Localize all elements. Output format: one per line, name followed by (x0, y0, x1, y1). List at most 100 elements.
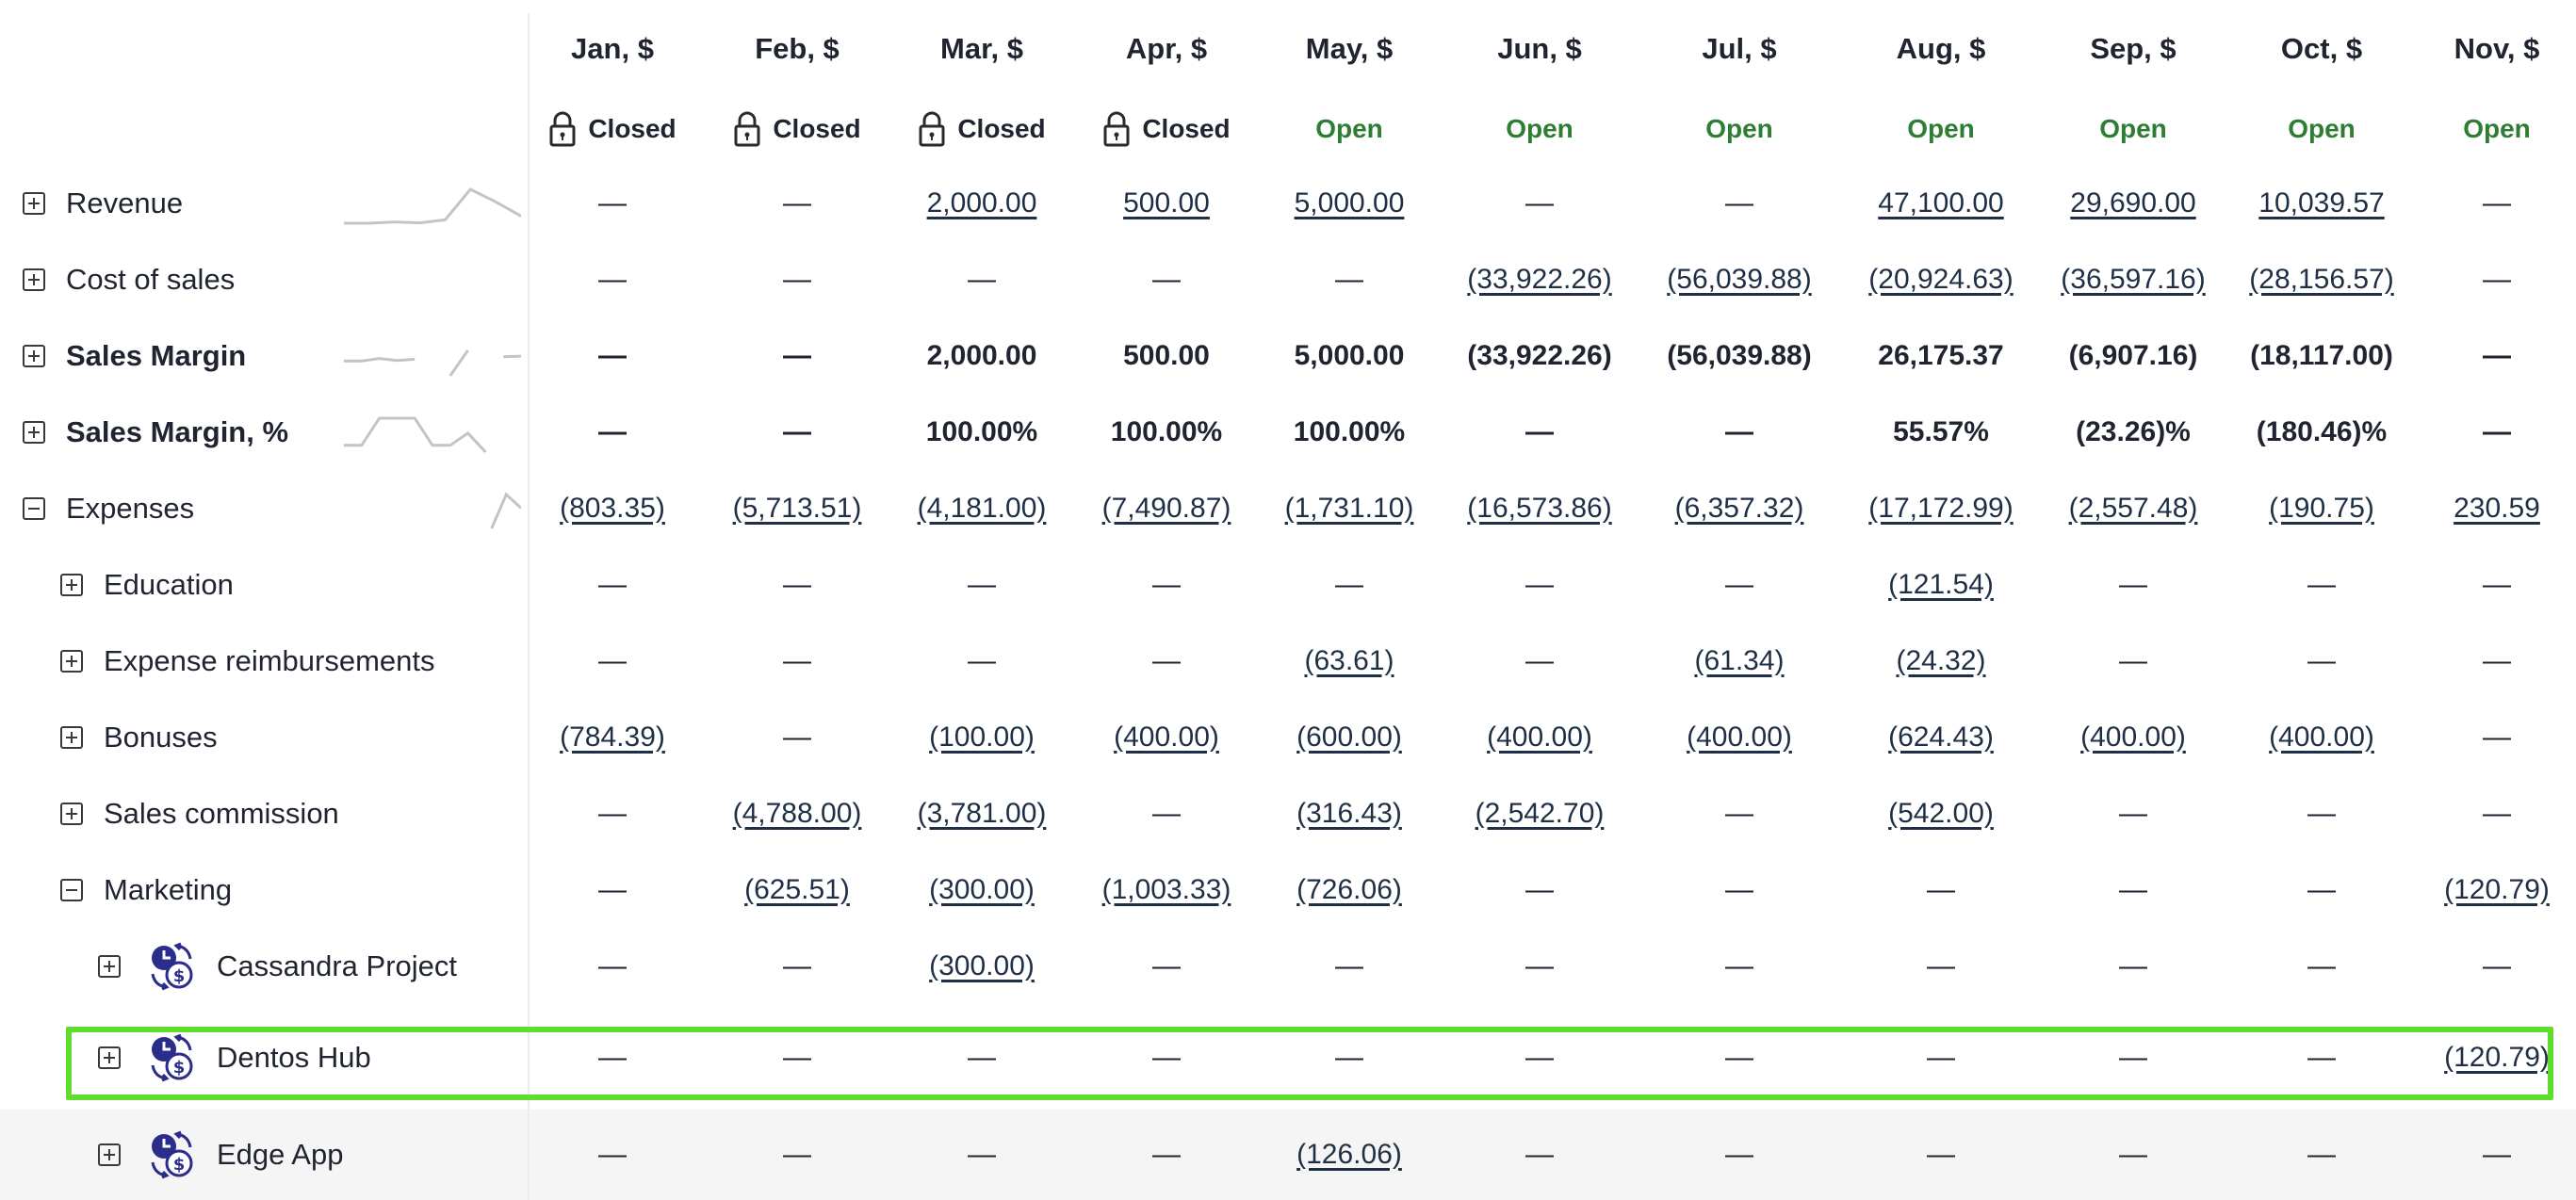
expand-icon[interactable] (60, 649, 83, 673)
period-status[interactable]: Open (2227, 107, 2416, 151)
value-cell: — (1152, 1041, 1181, 1073)
value-cell[interactable]: (63.61) (1304, 644, 1394, 676)
value-cell[interactable]: (61.34) (1694, 644, 1785, 676)
expand-icon[interactable] (23, 420, 45, 444)
value-cell[interactable]: (7,490.87) (1101, 492, 1231, 524)
value-cell[interactable]: (5,713.51) (732, 492, 862, 524)
value-cell[interactable]: 10,039.57 (2258, 186, 2385, 219)
value-cell[interactable]: (726.06) (1296, 873, 1402, 905)
value-cell: — (1927, 949, 1955, 981)
value-cell[interactable]: (20,924.63) (1868, 263, 2014, 295)
value-cell: — (2483, 415, 2511, 447)
month-header[interactable]: Feb, $ (755, 32, 840, 65)
value-cell[interactable]: 500.00 (1123, 186, 1210, 219)
period-status[interactable]: Open (1645, 107, 1834, 151)
month-header[interactable]: Mar, $ (940, 32, 1023, 65)
value-cell[interactable]: (28,156.57) (2249, 263, 2394, 295)
period-status[interactable]: Open (1847, 107, 2035, 151)
period-status[interactable]: Open (1445, 107, 1634, 151)
row-label-cell: $ Cassandra Project (0, 928, 528, 1004)
period-status-label: Open (1506, 114, 1573, 143)
value-cell[interactable]: (56,039.88) (1667, 263, 1812, 295)
value-cell[interactable]: (120.79) (2444, 1041, 2550, 1073)
value-cell[interactable]: (400.00) (2080, 721, 2186, 753)
period-status[interactable]: Closed (518, 107, 707, 151)
lock-icon (1103, 111, 1130, 147)
month-header[interactable]: Oct, $ (2280, 32, 2363, 65)
period-status-label: Open (2099, 114, 2167, 143)
value-cell: — (1152, 568, 1181, 600)
value-cell[interactable]: (36,597.16) (2061, 263, 2206, 295)
value-cell[interactable]: 47,100.00 (1878, 186, 2004, 219)
month-header[interactable]: May, $ (1305, 32, 1394, 65)
value-cell[interactable]: 29,690.00 (2070, 186, 2196, 219)
collapse-icon[interactable] (23, 496, 45, 520)
value-cell[interactable]: (400.00) (1114, 721, 1219, 753)
value-cell[interactable]: 230.59 (2454, 492, 2540, 524)
value-cell[interactable]: (803.35) (560, 492, 665, 524)
collapse-icon[interactable] (60, 878, 83, 901)
expand-icon[interactable] (60, 802, 83, 825)
value-cell[interactable]: (400.00) (1687, 721, 1792, 753)
value-cell[interactable]: (316.43) (1296, 797, 1402, 829)
value-cell[interactable]: (1,731.10) (1284, 492, 1414, 524)
value-cell[interactable]: (625.51) (744, 873, 850, 905)
period-status[interactable]: Open (2039, 107, 2227, 151)
expand-icon[interactable] (60, 725, 83, 749)
value-cell[interactable]: 5,000.00 (1294, 186, 1405, 219)
value-cell: — (1152, 263, 1181, 295)
month-header[interactable]: Sep, $ (2090, 32, 2177, 65)
value-cell[interactable]: (100.00) (929, 721, 1035, 753)
value-cell[interactable]: (126.06) (1296, 1139, 1402, 1170)
value-cell: — (2307, 1041, 2336, 1073)
expand-icon[interactable] (23, 268, 45, 291)
month-header[interactable]: Jan, $ (571, 32, 654, 65)
lock-icon (549, 111, 576, 147)
month-header[interactable]: Apr, $ (1125, 32, 1208, 65)
value-cell[interactable]: (600.00) (1296, 721, 1402, 753)
period-status[interactable]: Open (2403, 107, 2576, 151)
month-header[interactable]: Nov, $ (2454, 32, 2540, 65)
value-cell[interactable]: (300.00) (929, 873, 1035, 905)
value-cell[interactable]: (542.00) (1888, 797, 1994, 829)
period-status[interactable]: Closed (888, 107, 1076, 151)
value-cell[interactable]: (1,003.33) (1101, 873, 1231, 905)
value-cell[interactable]: (2,542.70) (1475, 797, 1605, 829)
value-cell[interactable]: (190.75) (2269, 492, 2374, 524)
value-cell: — (968, 568, 996, 600)
value-cell[interactable]: (33,922.26) (1467, 263, 1612, 295)
value-cell[interactable]: (6,357.32) (1674, 492, 1804, 524)
expand-icon[interactable] (60, 573, 83, 596)
period-status[interactable]: Closed (703, 107, 891, 151)
value-cell[interactable]: (784.39) (560, 721, 665, 753)
value-cell[interactable]: (17,172.99) (1868, 492, 2014, 524)
value-cell: 100.00% (1293, 415, 1406, 447)
value-cell[interactable]: (16,573.86) (1467, 492, 1612, 524)
value-cell[interactable]: (400.00) (1487, 721, 1592, 753)
expand-icon[interactable] (98, 954, 121, 978)
value-cell[interactable]: 2,000.00 (926, 186, 1037, 219)
value-cell[interactable]: (400.00) (2269, 721, 2374, 753)
value-cell[interactable]: (3,781.00) (917, 797, 1047, 829)
expand-icon[interactable] (98, 1046, 121, 1069)
value-cell[interactable]: (4,181.00) (917, 492, 1047, 524)
table-row: Cost of sales — — — — — (33,922.26) (56,039.88)… (0, 241, 2576, 317)
value-cell[interactable]: (4,788.00) (732, 797, 862, 829)
month-header[interactable]: Jul, $ (1702, 32, 1777, 65)
value-cell[interactable]: (2,557.48) (2068, 492, 2198, 524)
value-cell[interactable]: (121.54) (1888, 568, 1994, 600)
month-header[interactable]: Jun, $ (1497, 32, 1582, 65)
expand-icon[interactable] (98, 1143, 121, 1166)
period-status[interactable]: Open (1255, 107, 1443, 151)
value-cell[interactable]: (24.32) (1896, 644, 1986, 676)
value-cell: — (1725, 797, 1753, 829)
value-cell[interactable]: (300.00) (929, 949, 1035, 981)
period-status[interactable]: Closed (1072, 107, 1261, 151)
month-header[interactable]: Aug, $ (1896, 32, 1986, 65)
value-cell: — (2483, 568, 2511, 600)
expand-icon[interactable] (23, 191, 45, 215)
value-cell: — (2307, 568, 2336, 600)
value-cell[interactable]: (120.79) (2444, 873, 2550, 905)
value-cell[interactable]: (624.43) (1888, 721, 1994, 753)
expand-icon[interactable] (23, 344, 45, 367)
